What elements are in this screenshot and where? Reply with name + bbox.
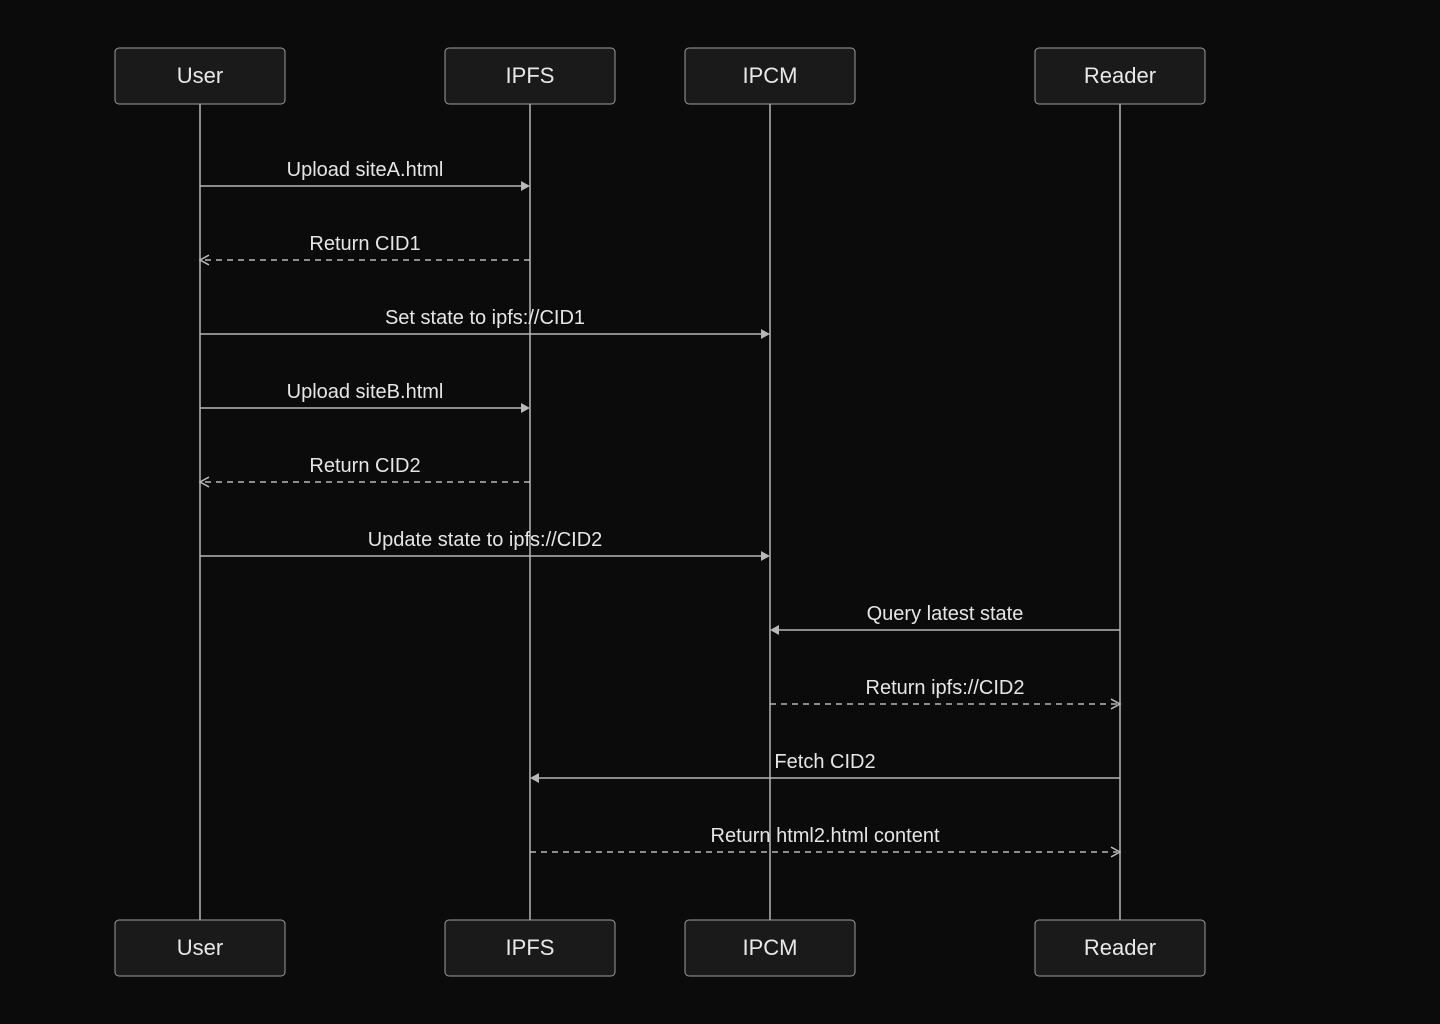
- actor-user: User: [115, 920, 285, 976]
- actor-label-ipcm: IPCM: [743, 63, 798, 88]
- actor-reader: Reader: [1035, 48, 1205, 104]
- actor-ipfs: IPFS: [445, 48, 615, 104]
- actor-ipcm: IPCM: [685, 920, 855, 976]
- sequence-diagram: User IPFS IPCM Reader User IPFS IPCM Reader Uplo…: [0, 0, 1440, 1024]
- message-label-8: Fetch CID2: [774, 751, 875, 773]
- message-label-4: Return CID2: [309, 455, 420, 477]
- message-label-1: Return CID1: [309, 233, 420, 255]
- message-label-3: Upload siteB.html: [287, 381, 444, 403]
- actor-label-ipfs: IPFS: [506, 935, 555, 960]
- message-label-5: Update state to ipfs://CID2: [368, 529, 603, 551]
- message-label-7: Return ipfs://CID2: [866, 677, 1025, 699]
- actor-ipfs: IPFS: [445, 920, 615, 976]
- actor-label-user: User: [177, 63, 223, 88]
- message-label-6: Query latest state: [867, 603, 1024, 625]
- actor-user: User: [115, 48, 285, 104]
- actor-ipcm: IPCM: [685, 48, 855, 104]
- actor-label-ipfs: IPFS: [506, 63, 555, 88]
- actor-label-reader: Reader: [1084, 935, 1156, 960]
- message-label-9: Return html2.html content: [711, 825, 940, 847]
- actor-label-reader: Reader: [1084, 63, 1156, 88]
- message-label-2: Set state to ipfs://CID1: [385, 307, 585, 329]
- actor-reader: Reader: [1035, 920, 1205, 976]
- message-label-0: Upload siteA.html: [287, 159, 444, 181]
- actor-label-user: User: [177, 935, 223, 960]
- actor-label-ipcm: IPCM: [743, 935, 798, 960]
